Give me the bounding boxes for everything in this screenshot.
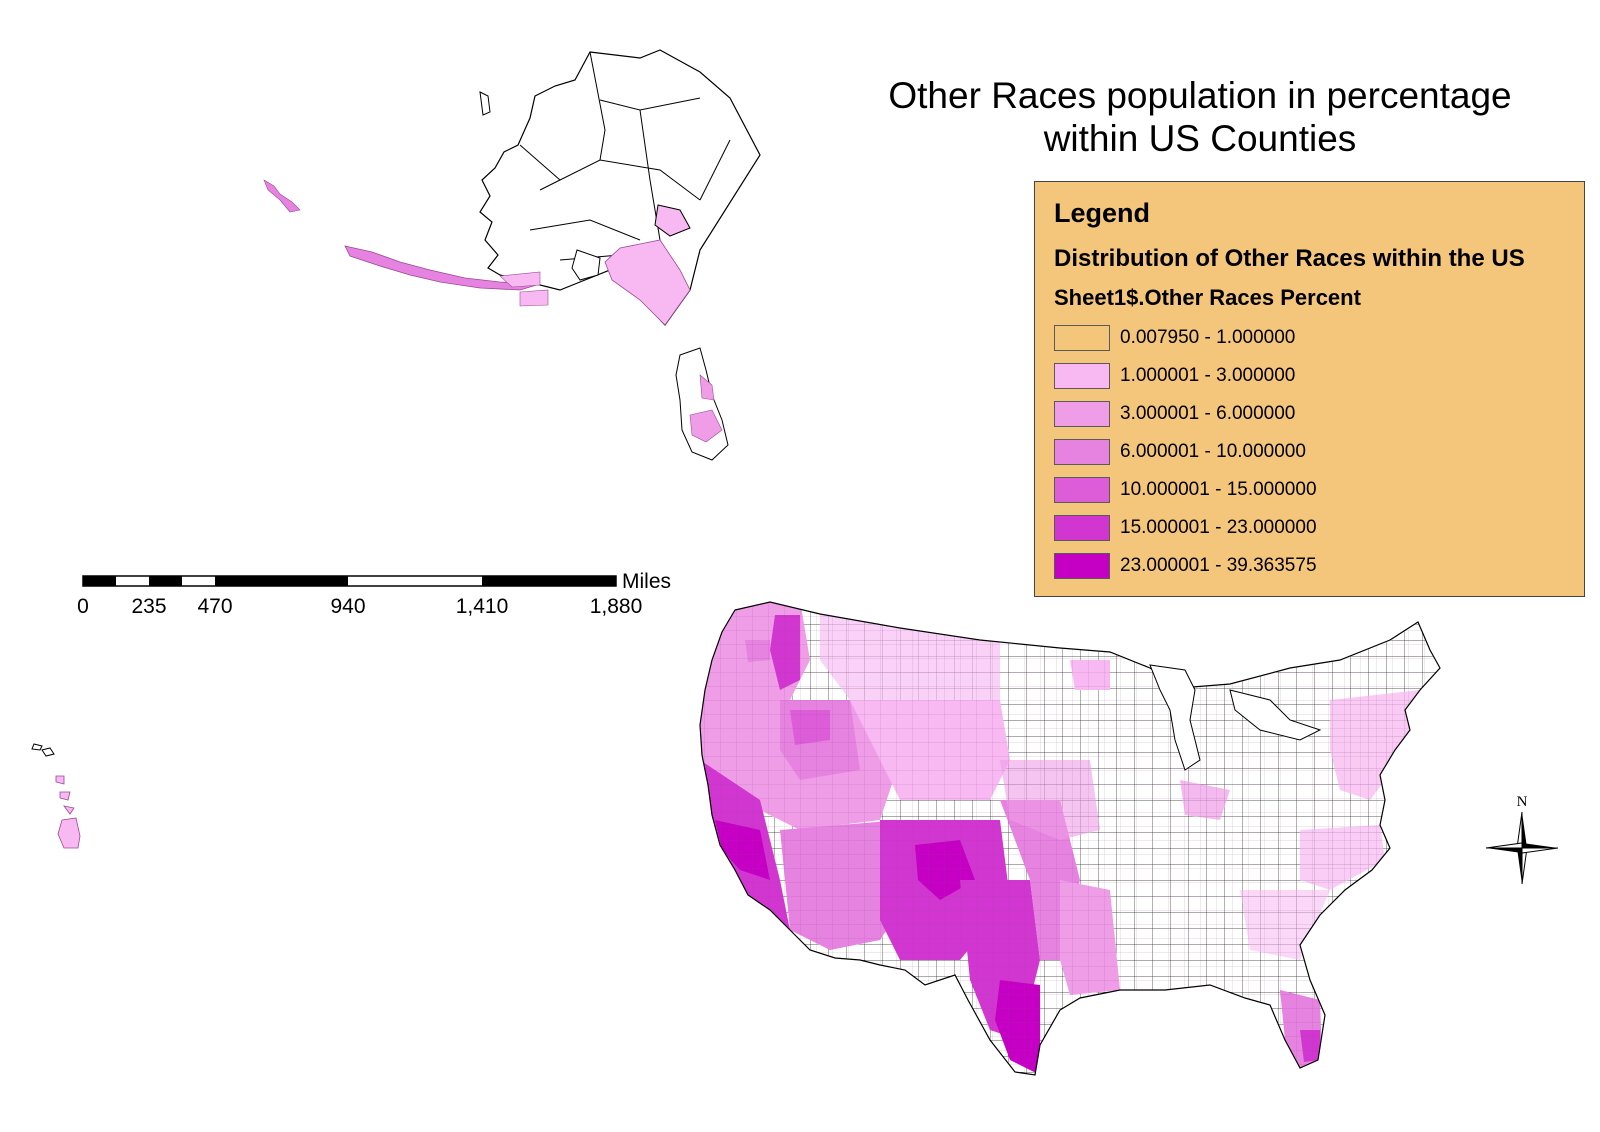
scale-bar-unit: Miles [622, 570, 671, 593]
legend-swatch [1054, 477, 1110, 503]
scale-bar-tick-label: 1,880 [590, 595, 643, 618]
scale-bar: Miles 0 235 470 940 1,410 1,880 [77, 570, 671, 618]
north-arrow-label: N [1517, 794, 1528, 810]
contiguous-us-region [699, 601, 1441, 1076]
legend-swatch [1054, 553, 1110, 579]
map-title-line2: within US Counties [1043, 118, 1357, 159]
legend-layer-name: Distribution of Other Races within the U… [1054, 245, 1525, 272]
legend-class-label: 1.000001 - 3.000000 [1120, 365, 1296, 386]
map-title: Other Races population in percentage wit… [870, 74, 1530, 160]
legend-swatch [1054, 439, 1110, 465]
north-arrow: N [1485, 794, 1559, 885]
scale-bar-tick-label: 0 [77, 595, 89, 618]
legend-field-name: Sheet1$.Other Races Percent [1054, 285, 1361, 310]
legend-class-label: 15.000001 - 23.000000 [1120, 517, 1317, 538]
scale-bar-tick-label: 235 [131, 595, 166, 618]
map-title-line1: Other Races population in percentage [888, 75, 1512, 116]
legend-swatch [1054, 515, 1110, 541]
legend-swatch [1054, 363, 1110, 389]
legend-heading: Legend [1054, 198, 1151, 228]
scale-bar-tick-label: 1,410 [456, 595, 509, 618]
hawaii-region [31, 743, 81, 849]
legend-class-label: 23.000001 - 39.363575 [1120, 555, 1317, 576]
legend-class-label: 3.000001 - 6.000000 [1120, 403, 1296, 424]
legend-panel: Legend Distribution of Other Races withi… [1034, 181, 1585, 597]
scale-bar-ticks: 0 235 470 940 1,410 1,880 [77, 595, 642, 618]
legend-swatch [1054, 401, 1110, 427]
legend-class-label: 6.000001 - 10.000000 [1120, 441, 1306, 462]
legend-swatch [1054, 325, 1110, 351]
legend-class-label: 0.007950 - 1.000000 [1120, 327, 1296, 348]
scale-bar-tick-label: 940 [330, 595, 365, 618]
legend-class-label: 10.000001 - 15.000000 [1120, 479, 1317, 500]
alaska-region [263, 49, 761, 461]
scale-bar-tick-label: 470 [197, 595, 232, 618]
